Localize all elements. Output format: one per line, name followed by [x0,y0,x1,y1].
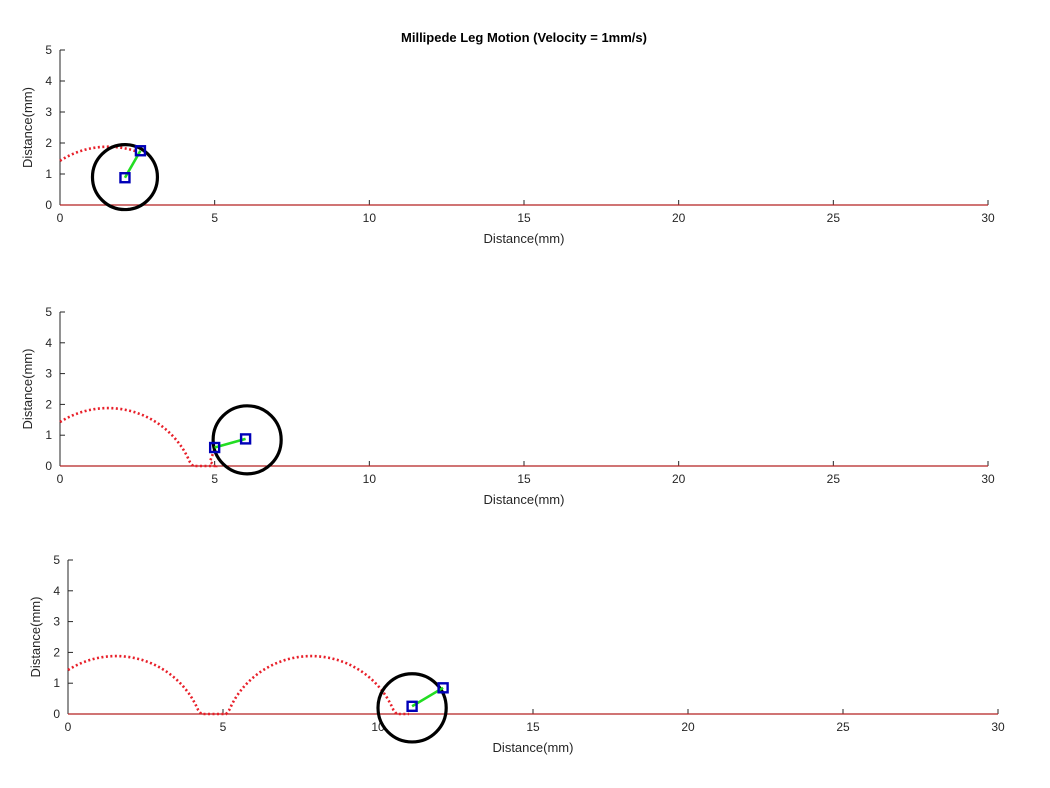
y-tick-label: 1 [45,428,52,442]
x-tick-label: 20 [681,720,695,734]
figure-title: Millipede Leg Motion (Velocity = 1mm/s) [401,30,647,45]
leg-joint-marker [208,441,221,454]
y-tick-label: 4 [45,336,52,350]
x-tick-label: 25 [836,720,850,734]
leg-joint-marker [119,172,131,184]
trajectory-line [67,654,409,716]
x-axis-label: Distance(mm) [484,492,565,507]
y-tick-label: 5 [45,305,52,319]
x-axis-label: Distance(mm) [493,740,574,755]
x-tick-label: 20 [672,211,686,225]
subplot-3: 0 5 10 15 20 25 30012345Distance(mm)Distance(m… [28,553,1005,755]
leg-joint-marker [134,145,147,157]
trajectory-line [59,406,218,468]
y-axis-label: Distance(mm) [20,349,35,430]
x-tick-label: 0 [57,472,64,486]
wheel-circle [376,672,448,744]
x-tick-label: 20 [672,472,686,486]
x-tick-label: 30 [981,472,995,486]
x-tick-label: 15 [517,472,531,486]
leg-joint-marker [437,682,449,694]
x-tick-label: 0 [57,211,64,225]
leg-joint-marker [406,700,418,712]
wheel-circle [90,143,160,212]
y-tick-label: 3 [45,367,52,381]
x-tick-label: 10 [363,211,377,225]
x-tick-label: 10 [363,472,377,486]
y-tick-label: 2 [45,397,52,411]
x-tick-label: 25 [827,472,841,486]
y-tick-label: 2 [53,645,60,659]
x-tick-label: 15 [517,211,531,225]
y-tick-label: 1 [45,167,52,181]
y-tick-label: 1 [53,676,60,690]
y-tick-label: 5 [53,553,60,567]
x-tick-label: 5 [211,211,218,225]
x-axis-label: Distance(mm) [484,231,565,246]
y-tick-label: 3 [53,615,60,629]
y-tick-label: 3 [45,105,52,119]
trajectory-line [59,145,138,162]
y-tick-label: 0 [53,707,60,721]
x-tick-label: 15 [526,720,540,734]
y-tick-label: 2 [45,136,52,150]
y-tick-label: 4 [45,74,52,88]
x-tick-label: 0 [65,720,72,734]
subplot-1: 0 5 10 15 20 25 30 0 1 2 3 4 5 Distance(mm) Distance(m… [20,43,995,246]
wheel-circle [211,404,283,476]
x-tick-label: 25 [827,211,841,225]
x-tick-label: 5 [211,472,218,486]
x-tick-label: 30 [991,720,1005,734]
leg-joint-marker [239,433,252,445]
y-tick-label: 0 [45,459,52,473]
y-tick-label: 4 [53,584,60,598]
x-tick-label: 5 [220,720,227,734]
subplot-2: 0 5 10 15 20 25 30 0 1 2 3 4 5 Distance(mm) Distance(m… [20,305,995,507]
y-tick-label: 5 [45,43,52,57]
y-tick-label: 0 [45,198,52,212]
subplots: 0 5 10 15 20 25 30012345Distance(mm)Distance(m… [20,43,1005,755]
y-axis-label: Distance(mm) [28,597,43,678]
y-axis-label: Distance(mm) [20,87,35,168]
x-tick-label: 30 [981,211,995,225]
